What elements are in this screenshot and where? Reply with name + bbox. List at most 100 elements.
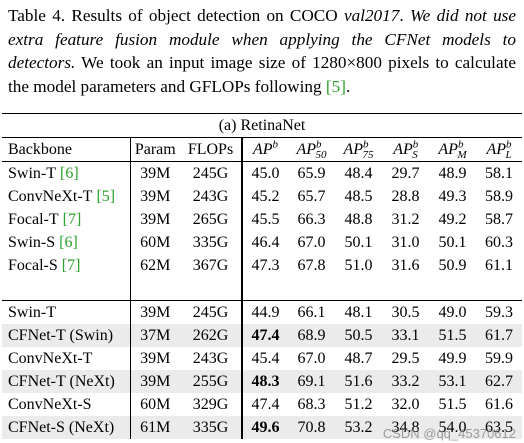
table-cell: 29.5 <box>391 349 420 367</box>
column-header: APb <box>242 137 288 162</box>
table-cell: 46.4 <box>251 233 280 251</box>
header-row: Backbone Param FLOPs APb APb50 APb75 APbS APbM A… <box>2 137 523 162</box>
table-cell: 51.0 <box>344 256 373 274</box>
backbone-cell: Swin-T [6] <box>2 161 131 185</box>
caption-text: We took an input image size of 1280×800 … <box>8 53 516 96</box>
table-cell: 62M <box>140 256 171 274</box>
header-sub: M <box>457 148 467 161</box>
header-sup: b <box>412 138 419 151</box>
header-base: AP <box>438 140 458 158</box>
header-base: AP <box>393 140 413 158</box>
table-cell: 29.7 <box>382 161 429 185</box>
spacer <box>2 277 131 301</box>
table-cell: 28.8 <box>391 187 420 205</box>
spacer <box>429 277 476 301</box>
table-cell: 265G <box>180 208 243 231</box>
header-sub: L <box>505 148 512 161</box>
backbone-cell: ConvNeXt-T <box>2 347 131 370</box>
table-cell: 58.1 <box>476 161 523 185</box>
backbone-name: CFNet-S (NeXt) <box>8 418 115 436</box>
table-cell: 243G <box>180 347 243 370</box>
table-cell: 51.6 <box>335 370 382 393</box>
table-cell: 44.9 <box>242 300 288 324</box>
table-cell: 50.1 <box>344 233 373 251</box>
group-gap <box>2 277 522 301</box>
header-base: AP <box>296 140 317 158</box>
table-cell: 51.5 <box>438 395 467 413</box>
table-cell: 243G <box>180 185 243 208</box>
table-cell: 48.3 <box>242 370 288 393</box>
table-cell: 66.1 <box>288 300 335 324</box>
backbone-name: Swin-T <box>8 303 56 321</box>
table-cell: 45.2 <box>251 187 280 205</box>
header-sup: b <box>505 138 512 151</box>
citation: [6] <box>60 164 79 182</box>
table-cell: 33.2 <box>382 370 429 393</box>
column-header: Backbone <box>2 137 131 162</box>
backbone-cell: ConvNeXt-T [5] <box>2 185 131 208</box>
table-cell: 37M <box>130 324 180 347</box>
table-cell: 335G <box>180 231 243 254</box>
backbone-name: Swin-T <box>8 164 56 182</box>
caption-text: val2017 <box>343 6 400 25</box>
table-cell: 49.2 <box>438 210 467 228</box>
header-base: AP <box>486 140 506 158</box>
header-sup: b <box>363 138 369 151</box>
backbone-cell: Focal-S [7] <box>2 254 131 277</box>
table-cell: 48.9 <box>429 161 476 185</box>
header-base: AP <box>343 140 364 158</box>
table-cell: 255G <box>180 370 243 393</box>
backbone-cell: ConvNeXt-S <box>2 393 131 416</box>
table-cell: 262G <box>180 324 243 347</box>
table-cell: 39M <box>140 187 171 205</box>
column-header: FLOPs <box>180 137 243 162</box>
table-cell: 60.3 <box>485 233 514 251</box>
table-cell: 47.3 <box>251 256 280 274</box>
caption-text: Results of object detection on COCO <box>65 6 344 25</box>
backbone-cell: CFNet-S (NeXt) <box>2 416 131 439</box>
table-cell: 69.1 <box>288 370 335 393</box>
caption-text: We did not use extra feature fusion modu… <box>8 6 516 72</box>
backbone-name: ConvNeXt-S <box>8 395 92 413</box>
table-cell: 39M <box>130 300 180 324</box>
backbone-name: Focal-S <box>8 256 58 274</box>
table-row: Swin-T [6] 39M 245G 45.0 65.9 48.4 29.7 48.9 58.… <box>2 161 523 185</box>
table-cell: 31.6 <box>391 256 420 274</box>
table-cell: 47.4 <box>251 395 280 413</box>
table-cell: 49.9 <box>438 349 467 367</box>
table-cell: 68.9 <box>288 324 335 347</box>
table-cell: 58.7 <box>485 210 514 228</box>
table-cell: 67.0 <box>297 233 326 251</box>
backbone-name: CFNet-T (NeXt) <box>8 372 115 390</box>
table-cell: 53.2 <box>335 416 382 439</box>
header-sub: S <box>412 148 418 161</box>
table-cell: 61.1 <box>485 256 514 274</box>
table-cell: 65.9 <box>288 161 335 185</box>
citation: [6] <box>59 233 78 251</box>
spacer <box>476 277 522 301</box>
table-row: Swin-T 39M 245G 44.9 66.1 48.1 30.5 49.0 59.3 <box>2 300 523 324</box>
spacer <box>382 277 429 301</box>
backbone-cell: CFNet-T (NeXt) <box>2 370 131 393</box>
table-cell: 31.2 <box>391 210 420 228</box>
header-sup: b <box>316 138 322 151</box>
table-cell: 66.3 <box>297 210 326 228</box>
header-sub: 50 <box>315 148 327 161</box>
spacer <box>180 277 243 301</box>
column-header: APb75 <box>335 137 382 162</box>
table-cell: 48.8 <box>344 210 373 228</box>
table-cell: 48.5 <box>344 187 373 205</box>
caption: Table 4. Results of object detection on … <box>8 4 516 98</box>
table-cell: 59.9 <box>485 349 514 367</box>
table-cell: 60M <box>140 233 171 251</box>
table-row: CFNet-T (Swin) 37M 262G 47.4 68.9 50.5 33.1 51.… <box>2 324 523 347</box>
table-cell: 49.3 <box>438 187 467 205</box>
table-cell: 245G <box>180 300 243 324</box>
table-cell: 49.0 <box>429 300 476 324</box>
table-cell: 67.8 <box>297 256 326 274</box>
table-row: ConvNeXt-S 60M 329G 47.4 68.3 51.2 32.0 51.5 61.… <box>2 393 522 416</box>
table-cell: 30.5 <box>382 300 429 324</box>
table-cell: 59.3 <box>476 300 523 324</box>
table-row: Swin-S [6] 60M 335G 46.4 67.0 50.1 31.0 50.1 60.… <box>2 231 522 254</box>
table-row: CFNet-T (NeXt) 39M 255G 48.3 69.1 51.6 33.2 53.… <box>2 370 523 393</box>
